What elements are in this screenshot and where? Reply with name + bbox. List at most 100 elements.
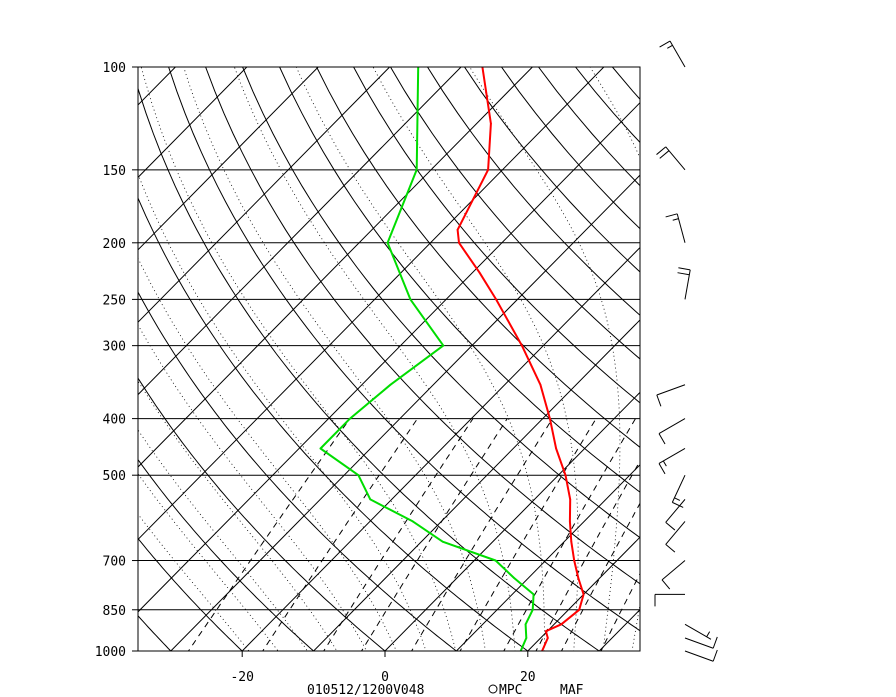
mixing-ratio-line bbox=[535, 460, 640, 651]
dry-adiabat-line bbox=[279, 67, 640, 493]
dewpoint-point bbox=[513, 577, 515, 579]
temperature-tick-label: 0 bbox=[381, 670, 389, 685]
dewpoint-point bbox=[524, 623, 527, 626]
wind-barb-half-feather bbox=[674, 497, 681, 501]
dewpoint-point bbox=[389, 383, 392, 386]
source-logo: MPC bbox=[488, 683, 522, 697]
wind-barb bbox=[684, 649, 718, 662]
pressure-tick-label: 200 bbox=[103, 237, 126, 252]
wind-barb-staff bbox=[665, 499, 686, 523]
moist-adiabat-line bbox=[138, 380, 338, 651]
isotherm-line bbox=[138, 67, 319, 251]
wind-barb-feather bbox=[665, 213, 678, 218]
footer: 010512/1200V048 MPC MAF bbox=[307, 683, 584, 697]
dry-adiabat-line bbox=[138, 537, 243, 651]
wind-barb-feather bbox=[678, 267, 691, 271]
dry-adiabat-line bbox=[138, 86, 601, 651]
pressure-tick-label: 700 bbox=[103, 555, 126, 570]
dry-adiabat-line bbox=[353, 67, 640, 404]
wind-barb bbox=[684, 623, 712, 640]
isotherm-line bbox=[527, 536, 640, 651]
mixing-ratio-line bbox=[411, 418, 553, 651]
moist-adiabat-line bbox=[140, 67, 457, 651]
dry-adiabat-line bbox=[168, 67, 640, 632]
wind-barb-feather bbox=[712, 649, 718, 662]
temperature-point bbox=[544, 630, 547, 633]
temperature-tick-label: 20 bbox=[520, 670, 536, 685]
mixing-ratio-line bbox=[262, 418, 418, 651]
isotherm-line bbox=[138, 67, 605, 541]
isotherm-line bbox=[170, 174, 640, 651]
moist-adiabat-line bbox=[138, 324, 368, 651]
moist-adiabat-line bbox=[372, 67, 579, 651]
wind-barb bbox=[659, 40, 686, 68]
wind-barb bbox=[656, 384, 686, 407]
temperature-point bbox=[546, 637, 549, 639]
mixing-ratio-line bbox=[503, 418, 636, 651]
dewpoint-point bbox=[349, 417, 351, 420]
dry-adiabat-line bbox=[138, 291, 458, 651]
wind-barb-feather bbox=[661, 579, 671, 590]
wind-barb bbox=[654, 593, 685, 607]
temperature-point bbox=[577, 577, 580, 579]
wind-barb-half-feather bbox=[667, 44, 673, 49]
temperature-point bbox=[458, 241, 460, 244]
mixing-ratio-line bbox=[323, 418, 474, 651]
temperature-tick-label: -20 bbox=[230, 670, 253, 685]
temperature-point bbox=[564, 474, 567, 477]
wind-barb-half-feather bbox=[662, 460, 667, 467]
temperature-point bbox=[456, 228, 459, 231]
moist-adiabat-line bbox=[138, 257, 397, 651]
isotherm-line bbox=[138, 67, 462, 396]
isotherm-line bbox=[138, 102, 640, 613]
wind-barb bbox=[665, 499, 686, 531]
pressure-tick-label: 500 bbox=[103, 469, 126, 484]
dewpoint-point bbox=[319, 447, 322, 450]
wind-barb bbox=[656, 146, 686, 171]
wind-barb-feather bbox=[672, 501, 684, 508]
temperature-point bbox=[573, 559, 576, 562]
mixing-ratio-line bbox=[459, 418, 597, 651]
temperature-line bbox=[456, 67, 585, 651]
wind-barb bbox=[658, 448, 686, 475]
pressure-axis: 100 150 200 250 300 400 500 700 850 1000 bbox=[95, 61, 138, 660]
dry-adiabat-line bbox=[612, 67, 640, 100]
wind-barb-staff bbox=[684, 623, 712, 640]
isotherm-line bbox=[241, 246, 640, 651]
wind-barb bbox=[665, 521, 686, 553]
isotherm-line bbox=[671, 67, 896, 651]
dry-adiabat-line bbox=[242, 67, 640, 539]
temperature-point bbox=[570, 540, 573, 543]
dewpoint-point bbox=[531, 608, 534, 611]
dry-adiabat-line bbox=[138, 615, 172, 651]
pressure-tick-label: 100 bbox=[103, 61, 126, 76]
plot-frame bbox=[137, 66, 641, 652]
dry-adiabat-line bbox=[138, 196, 529, 651]
wind-barb-staff bbox=[684, 650, 714, 662]
temperature-trace bbox=[456, 67, 585, 651]
temperature-point bbox=[487, 168, 490, 171]
pressure-tick-label: 250 bbox=[103, 293, 126, 308]
dry-adiabat-line bbox=[316, 67, 640, 448]
moist-adiabat-line bbox=[183, 67, 486, 651]
dry-adiabat-line bbox=[138, 377, 386, 651]
station-label: MAF bbox=[560, 683, 584, 697]
wind-barb bbox=[658, 418, 686, 445]
dewpoint-point bbox=[411, 520, 414, 523]
pressure-tick-label: 300 bbox=[103, 340, 126, 355]
wind-barb bbox=[671, 474, 686, 508]
wind-barb-feather bbox=[658, 433, 666, 445]
temperature-point bbox=[539, 383, 542, 386]
pressure-tick-label: 400 bbox=[103, 413, 126, 428]
moist-adiabat-line bbox=[138, 172, 427, 651]
temperature-point bbox=[548, 417, 551, 420]
wind-barb-staff bbox=[658, 418, 686, 435]
noaa-logo-icon bbox=[488, 684, 498, 694]
wind-barb-half-feather bbox=[672, 218, 679, 221]
wind-barb-staff bbox=[665, 521, 686, 545]
dewpoint-point bbox=[532, 593, 535, 596]
isotherm-line bbox=[384, 391, 640, 651]
wind-barb-feather bbox=[656, 146, 667, 155]
temperature-point bbox=[560, 623, 563, 626]
